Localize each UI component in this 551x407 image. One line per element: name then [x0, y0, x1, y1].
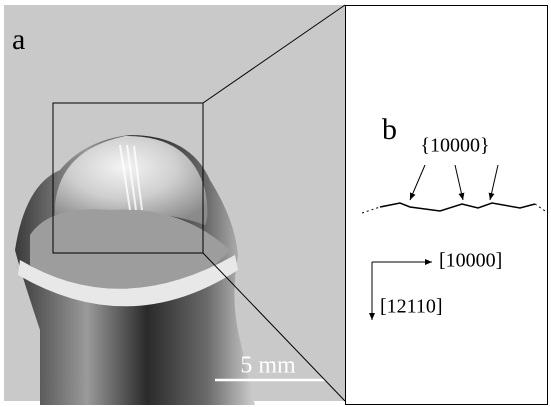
- photo-panel: 5 mm a: [4, 5, 345, 405]
- facet-label: {10000}: [420, 135, 489, 157]
- panel-label: a: [12, 23, 25, 56]
- page: {"panel_a": {"label": "a", "scale_bar": …: [0, 0, 551, 407]
- axis-y-label: [12110]: [380, 296, 443, 318]
- schematic-panel: b {10000} [10000] [12110]: [346, 6, 549, 405]
- panel-label: b: [382, 113, 397, 146]
- scale-bar-label: 5 mm: [240, 353, 296, 379]
- figure: 5 mm a b {10000} [10000] [12110]: [0, 0, 551, 407]
- axis-x-label: [10000]: [439, 250, 502, 272]
- schematic-frame: [346, 6, 548, 405]
